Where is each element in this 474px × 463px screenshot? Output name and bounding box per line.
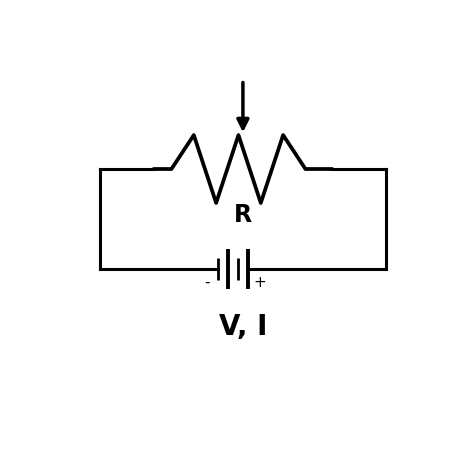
Text: V, I: V, I [219, 313, 267, 340]
Text: R: R [234, 202, 252, 226]
Text: -: - [204, 275, 210, 289]
Text: +: + [254, 275, 266, 289]
